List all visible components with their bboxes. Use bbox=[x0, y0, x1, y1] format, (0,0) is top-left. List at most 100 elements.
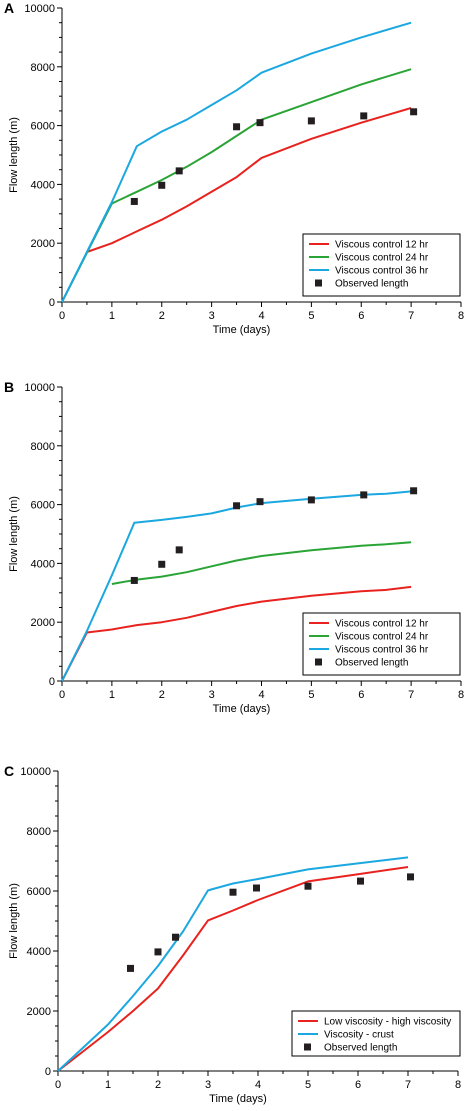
observed-point bbox=[175, 546, 183, 554]
observed-point bbox=[360, 112, 368, 120]
y-tick-label: 10000 bbox=[24, 382, 55, 394]
y-tick-label: 8000 bbox=[27, 826, 51, 838]
legend-label: Viscous control 36 hr bbox=[335, 645, 429, 656]
y-tick-label: 2000 bbox=[27, 1006, 51, 1018]
series-line-viscous-control-24-hr bbox=[61, 68, 412, 303]
observed-point bbox=[175, 167, 183, 175]
x-tick-label: 8 bbox=[455, 1079, 461, 1091]
x-tick-label: 5 bbox=[308, 689, 314, 701]
observed-point bbox=[304, 882, 312, 890]
y-tick-label: 4000 bbox=[31, 179, 55, 191]
panel-letter: B bbox=[4, 379, 14, 395]
x-tick-label: 4 bbox=[258, 310, 264, 322]
series-line-viscosity-crust bbox=[57, 856, 409, 1072]
x-tick-label: 8 bbox=[458, 689, 464, 701]
y-tick-label: 8000 bbox=[31, 62, 55, 74]
observed-point bbox=[233, 502, 241, 510]
x-tick-label: 6 bbox=[358, 689, 364, 701]
observed-point bbox=[256, 498, 264, 506]
y-tick-label: 8000 bbox=[31, 441, 55, 453]
observed-point bbox=[233, 123, 241, 131]
y-tick-label: 0 bbox=[49, 676, 55, 688]
y-tick-label: 6000 bbox=[31, 500, 55, 512]
observed-point bbox=[307, 117, 315, 125]
x-tick-label: 7 bbox=[408, 689, 414, 701]
legend-label: Viscous control 24 hr bbox=[335, 253, 429, 264]
y-tick-label: 2000 bbox=[31, 617, 55, 629]
y-tick-label: 4000 bbox=[27, 946, 51, 958]
panel-letter: C bbox=[4, 763, 14, 779]
y-tick-label: 4000 bbox=[31, 558, 55, 570]
observed-point bbox=[130, 197, 138, 205]
legend-swatch-marker bbox=[304, 1043, 311, 1051]
observed-point bbox=[357, 877, 364, 885]
legend-swatch-marker bbox=[315, 279, 322, 287]
legend-swatch-marker bbox=[315, 658, 322, 666]
y-axis-label: Flow length (m) bbox=[8, 117, 20, 193]
legend-label: Viscous control 12 hr bbox=[335, 240, 429, 251]
legend-box bbox=[302, 233, 461, 297]
y-tick-label: 0 bbox=[49, 297, 55, 309]
chart-panel-a: A 0 2000 4000 6000 8000 10000 0 1 2 3 4 5 6 7 8 Time (da… bbox=[4, 0, 464, 336]
x-tick-label: 1 bbox=[109, 310, 115, 322]
series-line-low-viscosity-high-viscosity bbox=[57, 866, 409, 1072]
legend-box bbox=[291, 1010, 461, 1057]
x-tick-label: 7 bbox=[405, 1079, 411, 1091]
x-tick-label: 2 bbox=[155, 1079, 161, 1091]
legend-label: Observed length bbox=[335, 658, 408, 669]
x-tick-label: 0 bbox=[59, 310, 65, 322]
y-axis-label: Flow length (m) bbox=[8, 496, 20, 572]
x-tick-label: 2 bbox=[159, 689, 165, 701]
x-tick-label: 1 bbox=[105, 1079, 111, 1091]
observed-point bbox=[360, 491, 368, 499]
series-line-viscous-control-36-hr bbox=[61, 21, 412, 303]
legend-label: Observed length bbox=[335, 279, 408, 290]
legend: Viscous control 12 hr Viscous control 24 … bbox=[302, 612, 461, 676]
series-line-viscous-control-24-hr bbox=[111, 541, 412, 585]
observed-point bbox=[158, 181, 166, 189]
x-axis-label: Time (days) bbox=[213, 703, 271, 715]
observed-point bbox=[154, 948, 162, 956]
y-tick-label: 0 bbox=[45, 1066, 51, 1078]
legend-label: Viscous control 36 hr bbox=[335, 266, 429, 277]
chart-panel-c: C 0 2000 4000 6000 8000 10000 0 1 2 3 4 5 6 7 8 Time (da… bbox=[4, 763, 461, 1105]
observed-point bbox=[229, 888, 237, 896]
series-line-viscous-control-12-hr bbox=[86, 107, 412, 253]
x-tick-label: 3 bbox=[209, 689, 215, 701]
x-tick-label: 0 bbox=[55, 1079, 61, 1091]
observed-point bbox=[410, 487, 418, 495]
x-axis-label: Time (days) bbox=[209, 1093, 267, 1105]
y-tick-label: 6000 bbox=[31, 121, 55, 133]
x-tick-label: 7 bbox=[408, 310, 414, 322]
legend-label: Low viscosity - high viscosity bbox=[324, 1017, 451, 1028]
observed-point bbox=[307, 496, 315, 504]
legend-label: Viscous control 24 hr bbox=[335, 632, 429, 643]
legend-label: Viscosity - crust bbox=[324, 1030, 394, 1041]
x-tick-label: 0 bbox=[59, 689, 65, 701]
x-tick-label: 4 bbox=[255, 1079, 261, 1091]
y-tick-label: 6000 bbox=[27, 886, 51, 898]
observed-point bbox=[158, 560, 166, 568]
x-tick-label: 4 bbox=[258, 689, 264, 701]
observed-point bbox=[407, 873, 414, 881]
chart-panel-b: B 0 2000 4000 6000 8000 10000 0 1 2 3 4 5 6 7 8 Time (da… bbox=[4, 379, 464, 715]
legend-box bbox=[302, 612, 461, 676]
legend-label: Observed length bbox=[324, 1043, 397, 1054]
x-tick-label: 5 bbox=[308, 310, 314, 322]
x-tick-label: 6 bbox=[355, 1079, 361, 1091]
legend: Viscous control 12 hr Viscous control 24 … bbox=[302, 233, 461, 297]
observed-point bbox=[253, 884, 260, 892]
x-axis-label: Time (days) bbox=[213, 324, 271, 336]
x-tick-label: 5 bbox=[305, 1079, 311, 1091]
y-tick-label: 10000 bbox=[20, 766, 51, 778]
y-tick-label: 2000 bbox=[31, 238, 55, 250]
x-tick-label: 2 bbox=[159, 310, 165, 322]
x-tick-label: 1 bbox=[109, 689, 115, 701]
x-tick-label: 3 bbox=[209, 310, 215, 322]
observed-point bbox=[410, 108, 418, 116]
y-tick-label: 10000 bbox=[24, 3, 55, 15]
y-axis-label: Flow length (m) bbox=[8, 883, 20, 959]
observed-point bbox=[256, 119, 264, 127]
series-line-viscous-control-12-hr bbox=[61, 585, 412, 682]
